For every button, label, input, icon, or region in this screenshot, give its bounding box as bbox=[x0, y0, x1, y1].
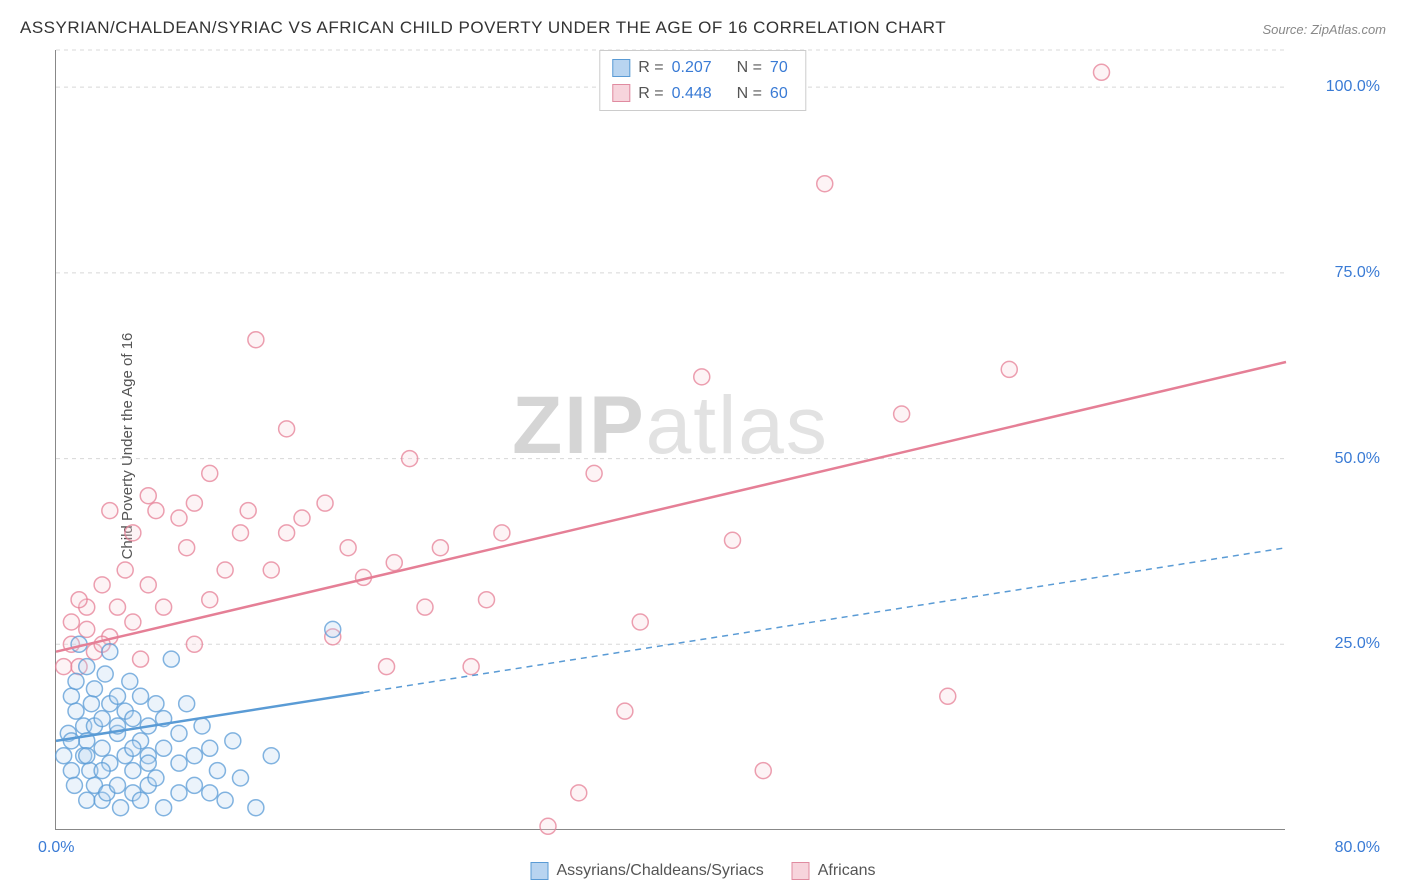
x-tick-min: 0.0% bbox=[38, 839, 74, 857]
r-label: R = bbox=[638, 81, 663, 107]
swatch-blue-icon bbox=[612, 59, 630, 77]
r-label: R = bbox=[638, 55, 663, 81]
x-tick-max: 80.0% bbox=[1335, 839, 1380, 857]
y-tick-label: 25.0% bbox=[1335, 635, 1380, 653]
swatch-blue-icon bbox=[531, 862, 549, 880]
source-attribution: Source: ZipAtlas.com bbox=[1262, 22, 1386, 37]
y-tick-label: 50.0% bbox=[1335, 450, 1380, 468]
legend-entry-assyrians: Assyrians/Chaldeans/Syriacs bbox=[531, 862, 764, 880]
series-label-africans: Africans bbox=[818, 862, 876, 880]
scatter-plot-svg bbox=[56, 50, 1285, 829]
legend-row-africans: R = 0.448 N = 60 bbox=[612, 81, 787, 107]
swatch-pink-icon bbox=[612, 84, 630, 102]
series-legend: Assyrians/Chaldeans/Syriacs Africans bbox=[531, 862, 876, 880]
plot-area: ZIPatlas 0.0% 80.0% 25.0%50.0%75.0%100.0… bbox=[55, 50, 1285, 830]
n-value-assyrians: 70 bbox=[770, 55, 788, 81]
r-value-africans: 0.448 bbox=[672, 81, 712, 107]
n-label: N = bbox=[737, 55, 762, 81]
series-label-assyrians: Assyrians/Chaldeans/Syriacs bbox=[557, 862, 764, 880]
correlation-legend: R = 0.207 N = 70 R = 0.448 N = 60 bbox=[599, 50, 806, 111]
y-tick-label: 100.0% bbox=[1326, 78, 1380, 96]
r-value-assyrians: 0.207 bbox=[672, 55, 712, 81]
y-tick-label: 75.0% bbox=[1335, 264, 1380, 282]
chart-title: ASSYRIAN/CHALDEAN/SYRIAC VS AFRICAN CHIL… bbox=[20, 18, 946, 38]
n-label: N = bbox=[737, 81, 762, 107]
swatch-pink-icon bbox=[792, 862, 810, 880]
n-value-africans: 60 bbox=[770, 81, 788, 107]
legend-entry-africans: Africans bbox=[792, 862, 876, 880]
legend-row-assyrians: R = 0.207 N = 70 bbox=[612, 55, 787, 81]
